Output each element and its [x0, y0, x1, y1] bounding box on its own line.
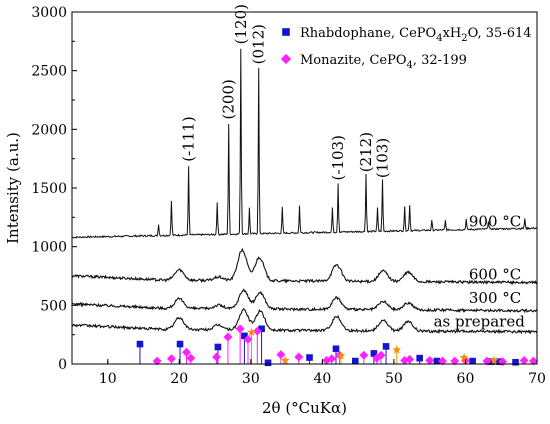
- legend-entry: Monazite, CePO4, 32-199: [300, 53, 467, 71]
- y-axis-ticks: 0 500 1000 1500 2000 2500 3000: [31, 5, 77, 373]
- reference-marker: [136, 340, 144, 348]
- series-line: [71, 288, 538, 314]
- series-line: [71, 48, 538, 239]
- reference-marker: [336, 351, 346, 360]
- reference-marker: [332, 345, 340, 353]
- reference-marker: [243, 334, 253, 344]
- y-tick-label: 2000: [31, 122, 67, 138]
- reference-marker: [280, 53, 292, 65]
- reference-marker: [469, 357, 476, 365]
- reference-marker: [276, 350, 286, 360]
- x-tick-label: 10: [99, 371, 117, 387]
- reference-marker: [280, 355, 290, 365]
- series-line: [71, 307, 538, 335]
- y-axis-title: Intensity (a.u.): [4, 132, 22, 244]
- curve-label: 600 °C: [469, 266, 521, 284]
- x-tick-label: 20: [170, 371, 188, 387]
- legend: Rhabdophane, CePO4xH2O, 35-614 Monazite, …: [280, 26, 532, 71]
- reference-marker: [294, 352, 304, 362]
- curve-labels: 900 °C 600 °C 300 °C as prepared: [434, 213, 526, 331]
- reference-marker: [450, 356, 460, 366]
- peak-label: (-103): [329, 135, 347, 180]
- reference-marker: [370, 350, 378, 357]
- reference-marker: [247, 327, 256, 337]
- reference-marker: [433, 357, 441, 365]
- peak-label: (212): [357, 132, 375, 172]
- peak-label: (103): [373, 138, 391, 178]
- reference-marker: [264, 359, 272, 367]
- y-tick-label: 0: [58, 357, 67, 373]
- reference-marker: [176, 340, 184, 348]
- reference-marker: [405, 354, 415, 364]
- x-axis-title: 2θ (°CuKα): [262, 399, 347, 417]
- reference-marker: [392, 345, 402, 354]
- reference-marker: [351, 357, 359, 365]
- curve-label: as prepared: [434, 312, 526, 330]
- curve-label: 300 °C: [469, 289, 521, 307]
- reference-marker: [359, 350, 369, 360]
- reference-marker: [241, 332, 248, 340]
- y-tick-label: 2500: [31, 64, 67, 80]
- peak-annotations: (-111) (200) (120) (012) (-103) (212)(103): [180, 4, 392, 180]
- reference-marker: [512, 358, 519, 366]
- reference-marker: [186, 353, 196, 363]
- x-tick-label: 30: [242, 371, 260, 387]
- x-tick-label: 50: [385, 371, 403, 387]
- reference-marker: [212, 352, 221, 362]
- reference-marker: [282, 28, 290, 36]
- reference-marker: [152, 356, 162, 366]
- reference-marker: [223, 332, 233, 342]
- curve-label: 900 °C: [469, 213, 521, 231]
- reference-marker: [258, 325, 265, 333]
- peak-label: (200): [220, 79, 238, 119]
- y-tick-label: 1000: [31, 240, 67, 256]
- x-axis-ticks: 10 20 30 40 50 60 70: [99, 359, 546, 387]
- peak-label: (012): [250, 24, 268, 64]
- reference-marker: [459, 352, 469, 362]
- y-tick-label: 500: [40, 298, 67, 314]
- series-line: [71, 247, 538, 286]
- reference-marker: [252, 326, 262, 336]
- x-tick-label: 70: [528, 371, 546, 387]
- reference-marker: [382, 343, 390, 350]
- x-tick-label: 60: [457, 371, 475, 387]
- reference-marker: [487, 358, 495, 365]
- legend-entry: Rhabdophane, CePO4xH2O, 35-614: [300, 26, 532, 44]
- reference-marker: [482, 356, 492, 366]
- reference-marker: [416, 354, 423, 362]
- reference-marker: [425, 356, 435, 365]
- y-tick-label: 1500: [31, 181, 67, 197]
- reference-marker: [376, 350, 386, 360]
- reference-marker: [519, 356, 529, 365]
- x-tick-label: 40: [313, 371, 331, 387]
- y-tick-label: 3000: [31, 5, 67, 21]
- peak-label: (-111): [180, 116, 198, 161]
- reference-marker: [306, 354, 313, 361]
- reference-marker: [327, 354, 337, 364]
- reference-marker: [235, 324, 245, 334]
- reference-marker: [438, 356, 448, 366]
- diffraction-curves: [71, 48, 538, 335]
- reference-marker: [528, 356, 538, 366]
- reference-marker: [166, 354, 176, 364]
- reference-marker: [214, 343, 222, 351]
- peak-label: (120): [232, 4, 250, 44]
- reference-marker: [489, 355, 499, 365]
- reference-marker: [182, 347, 191, 357]
